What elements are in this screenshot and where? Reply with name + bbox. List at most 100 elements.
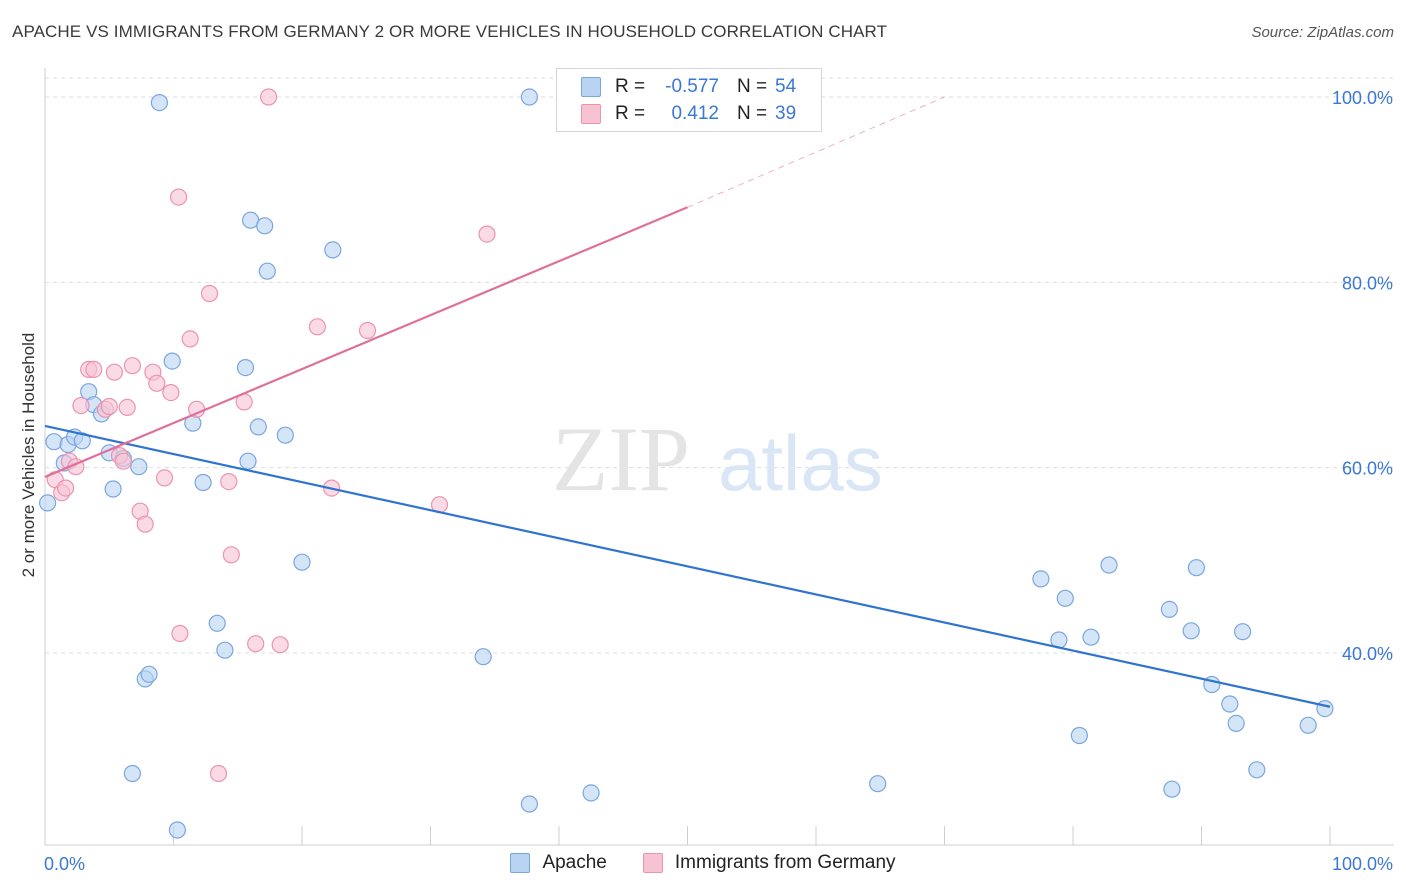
apache-point — [1070, 726, 1089, 745]
legend-label-apache: Apache — [542, 852, 607, 873]
germany-point — [170, 188, 188, 206]
germany-point — [114, 452, 133, 470]
apache-point — [1187, 559, 1206, 577]
apache-point — [256, 217, 274, 235]
apache-point — [150, 93, 168, 112]
apache-point — [520, 795, 539, 813]
apache-point — [1100, 556, 1118, 574]
germany-point — [308, 318, 326, 336]
legend-item-germany[interactable]: Immigrants from Germany — [642, 852, 896, 874]
germany-point — [271, 636, 289, 654]
germany-point — [100, 397, 118, 416]
apache-point — [1032, 570, 1050, 588]
apache-point — [1160, 600, 1179, 619]
y-tick-label: 40.0% — [1342, 644, 1393, 664]
apache-point — [38, 494, 57, 512]
germany-point — [56, 479, 75, 497]
y-tick-label: 60.0% — [1342, 459, 1393, 479]
zipatlas-watermark: ZIP atlas — [552, 408, 883, 510]
apache-point — [1233, 623, 1252, 641]
y-tick-label: 100.0% — [1332, 88, 1393, 108]
legend-label-germany: Immigrants from Germany — [674, 852, 896, 873]
germany-trend-extension — [687, 96, 945, 208]
apache-point — [1299, 716, 1317, 734]
germany-point — [247, 635, 265, 653]
series-legend: Apache Immigrants from Germany — [0, 852, 1406, 874]
n-value: 54 — [775, 76, 797, 97]
x-tick-label: 0.0% — [44, 854, 85, 874]
r-label: R = — [615, 76, 646, 97]
apache-point — [869, 775, 887, 793]
apache-point — [104, 480, 122, 498]
apache-point — [249, 418, 267, 436]
germany-swatch — [642, 853, 663, 873]
germany-point — [171, 624, 189, 643]
apache-trend-line — [44, 424, 1331, 708]
apache-point — [140, 665, 158, 683]
apache-point — [236, 359, 255, 377]
chart-source: Source: ZipAtlas.com — [1251, 24, 1394, 41]
apache-point — [276, 426, 294, 444]
germany-point — [162, 384, 180, 402]
apache-point — [216, 641, 234, 659]
germany-point — [136, 515, 154, 533]
apache-point — [1316, 699, 1334, 718]
r-value: -0.577 — [665, 76, 719, 97]
germany-point — [118, 398, 136, 416]
data-points — [38, 88, 1334, 839]
legend-row-apache: R = -0.577 N = 54 — [581, 75, 796, 99]
apache-point — [239, 452, 257, 470]
apache-point — [208, 614, 226, 632]
germany-swatch — [581, 104, 601, 124]
germany-point — [155, 469, 174, 487]
y-tick-label: 80.0% — [1342, 273, 1393, 293]
apache-swatch — [510, 853, 531, 873]
r-label: R = — [615, 103, 646, 124]
apache-point — [1221, 695, 1239, 713]
apache-point — [123, 764, 141, 783]
r-value: 0.412 — [671, 103, 719, 124]
trend-lines — [44, 96, 1331, 708]
apache-swatch — [581, 77, 601, 97]
chart-title: APACHE VS IMMIGRANTS FROM GERMANY 2 OR M… — [12, 22, 888, 41]
germany-point — [260, 88, 278, 106]
watermark-zip: ZIP — [552, 408, 690, 510]
n-label: N = — [737, 103, 768, 124]
axis-labels: 2 or more Vehicles in Household 100.0% 80… — [19, 88, 1393, 874]
apache-point — [1082, 628, 1100, 646]
legend-row-germany: R = 0.412 N = 39 — [581, 102, 796, 126]
axes — [44, 68, 1394, 846]
germany-point — [85, 360, 103, 378]
apache-point — [130, 458, 148, 476]
apache-point — [168, 821, 186, 839]
correlation-legend: R = -0.577 N = 54 R = 0.412 N = 39 — [556, 68, 822, 132]
apache-point — [194, 473, 212, 492]
germany-point — [181, 330, 199, 348]
apache-point — [1163, 780, 1181, 798]
legend-item-apache[interactable]: Apache — [510, 852, 607, 874]
apache-point — [1227, 714, 1245, 733]
germany-point — [478, 225, 496, 243]
germany-point — [358, 321, 377, 340]
germany-point — [222, 546, 240, 564]
apache-point — [1248, 761, 1266, 779]
apache-point — [324, 241, 342, 259]
germany-point — [148, 374, 166, 392]
n-value: 39 — [775, 103, 797, 124]
germany-point — [209, 764, 228, 783]
watermark-atlas: atlas — [718, 419, 883, 507]
apache-point — [582, 784, 600, 802]
apache-point — [1182, 622, 1200, 640]
germany-point — [123, 357, 141, 375]
apache-point — [474, 648, 492, 666]
n-label: N = — [737, 76, 768, 97]
apache-point — [163, 352, 181, 370]
x-tick-label: 100.0% — [1332, 854, 1393, 874]
apache-point — [73, 432, 91, 450]
y-axis-title: 2 or more Vehicles in Household — [19, 333, 38, 578]
apache-point — [293, 553, 311, 571]
apache-point — [258, 262, 276, 280]
apache-point — [45, 433, 63, 451]
apache-point — [1056, 589, 1074, 607]
